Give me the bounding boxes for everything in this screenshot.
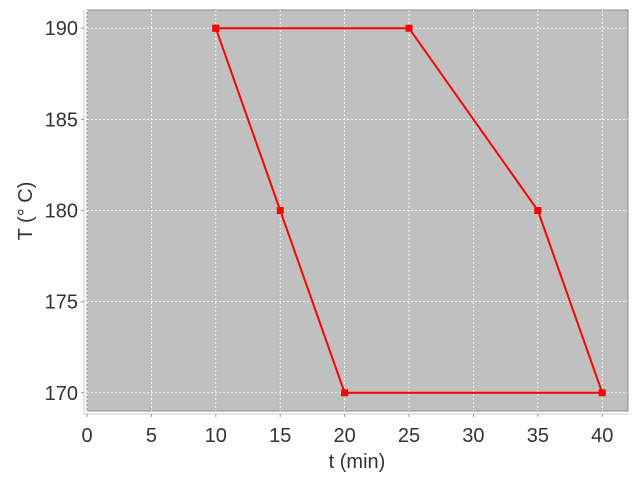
x-tick-label: 0 <box>81 425 92 447</box>
x-tick-label: 20 <box>333 425 355 447</box>
y-tick-label: 175 <box>45 292 78 314</box>
x-tick-label: 15 <box>269 425 291 447</box>
y-tick-label: 185 <box>45 109 78 131</box>
data-point-marker <box>598 389 606 397</box>
x-tick-label: 35 <box>527 425 549 447</box>
y-tick-label: 190 <box>45 18 78 40</box>
data-point-marker <box>534 207 542 214</box>
x-tick-label: 5 <box>146 425 157 447</box>
data-point-marker <box>212 24 220 32</box>
data-point-marker <box>276 207 284 214</box>
y-axis-label: T (° C) <box>15 182 37 241</box>
x-tick-label: 25 <box>398 425 420 447</box>
axes: 0 5 10 15 20 25 30 35 40 170 175 180 185 190 <box>45 10 628 447</box>
y-tick-label: 170 <box>45 383 78 405</box>
data-point-marker <box>341 389 349 397</box>
x-tick-label: 40 <box>591 425 613 447</box>
data-point-marker <box>405 24 413 32</box>
x-tick-label: 10 <box>205 425 227 447</box>
series <box>212 24 606 397</box>
y-tick-label: 180 <box>45 201 78 223</box>
x-tick-label: 30 <box>462 425 484 447</box>
x-axis-label: t (min) <box>329 451 386 473</box>
